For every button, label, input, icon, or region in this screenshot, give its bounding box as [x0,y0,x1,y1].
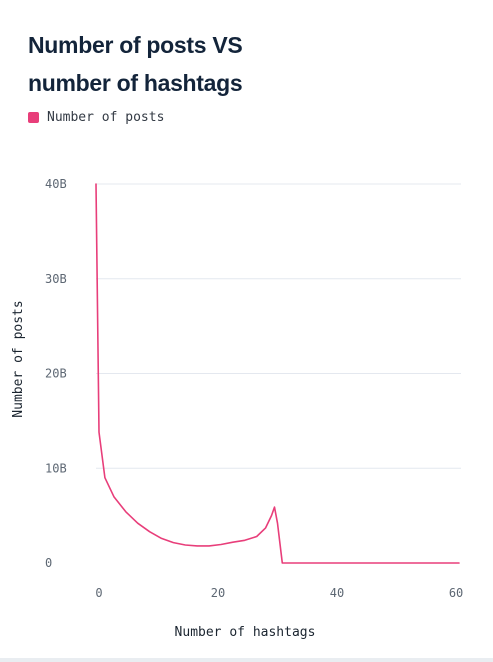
x-axis-title: Number of hashtags [175,625,316,640]
x-tick-label: 0 [95,586,102,600]
series-line[interactable] [95,183,460,564]
bottom-divider [0,658,493,662]
y-tick-label: 40B [45,177,67,191]
x-tick-label: 60 [449,586,463,600]
x-tick-label: 20 [211,586,225,600]
y-axis-ticks: 0 10B 20B 30B 40B [45,177,67,570]
y-tick-label: 20B [45,367,67,381]
legend[interactable]: Number of posts [28,110,164,125]
chart-title: Number of posts VS number of hashtags [28,32,243,96]
legend-swatch [28,112,39,123]
grid-lines [96,183,461,469]
y-tick-label: 30B [45,272,67,286]
y-tick-label: 0 [45,556,52,570]
y-axis-title: Number of posts [11,300,26,417]
y-tick-label: 10B [45,461,67,475]
x-axis-ticks: 0 20 40 60 [95,586,463,600]
x-tick-label: 40 [330,586,344,600]
legend-label: Number of posts [47,110,165,125]
series-lines [95,183,460,564]
